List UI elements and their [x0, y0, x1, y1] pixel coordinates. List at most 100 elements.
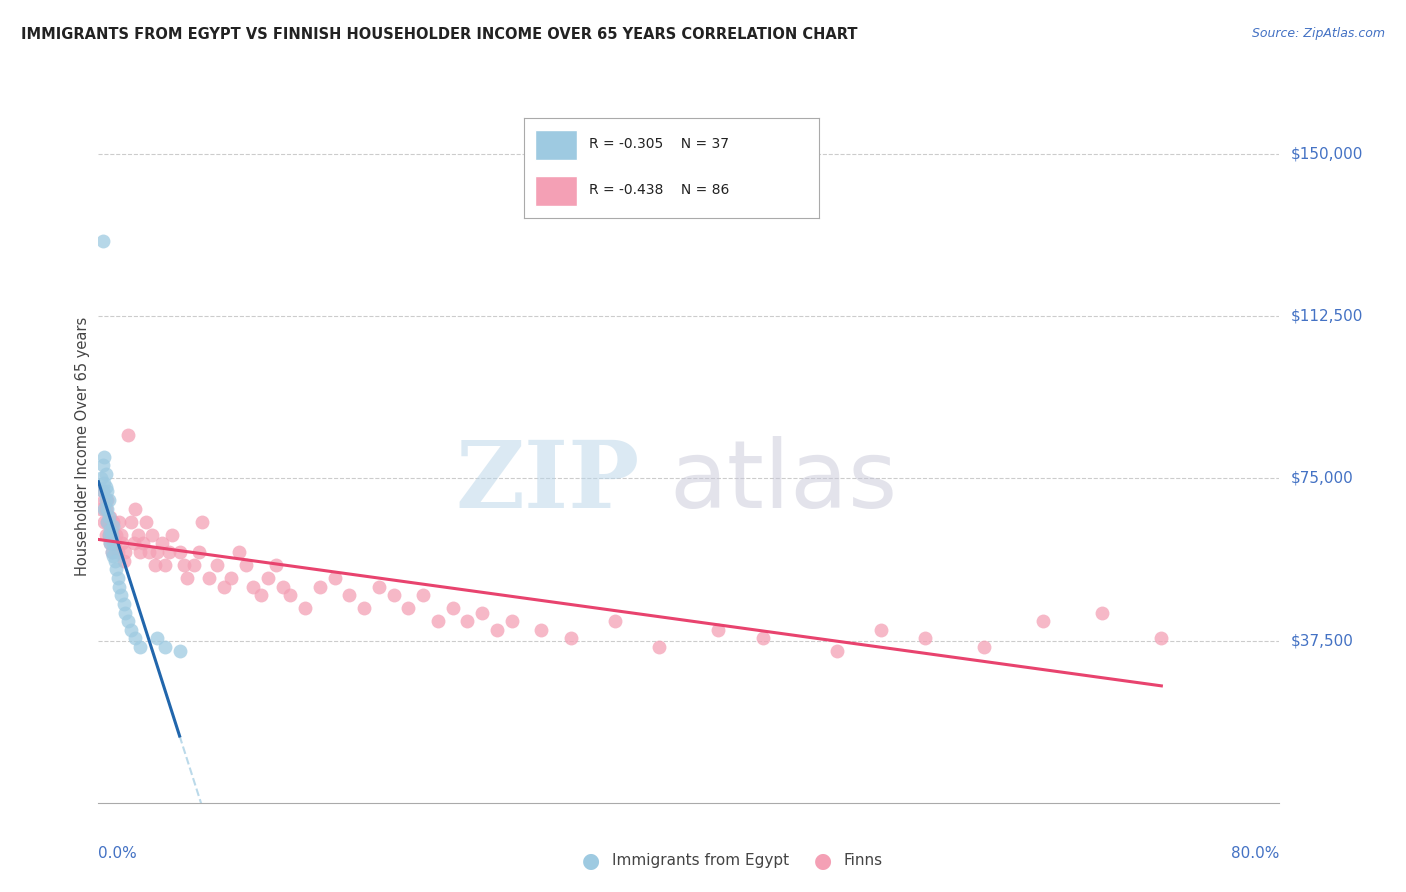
Point	[100, 527, 122, 541]
Point	[93, 515, 115, 529]
Point	[96, 493, 118, 508]
Point	[104, 553, 127, 567]
Point	[1032, 614, 1054, 628]
Point	[93, 493, 115, 508]
Point	[914, 632, 936, 646]
Point	[153, 558, 176, 572]
Point	[560, 632, 582, 646]
Point	[97, 515, 120, 529]
Point	[456, 614, 478, 628]
Point	[264, 558, 287, 572]
Point	[97, 510, 120, 524]
Point	[294, 601, 316, 615]
Text: $37,500: $37,500	[1291, 633, 1354, 648]
Point	[257, 571, 280, 585]
Point	[501, 614, 523, 628]
Text: $75,000: $75,000	[1291, 471, 1354, 486]
Point	[396, 601, 419, 615]
Point	[94, 527, 117, 541]
Point	[98, 536, 121, 550]
Point	[141, 527, 163, 541]
Point	[124, 632, 146, 646]
Point	[98, 536, 121, 550]
Point	[98, 524, 121, 538]
Point	[107, 571, 129, 585]
Point	[648, 640, 671, 654]
Text: $112,500: $112,500	[1291, 309, 1362, 324]
Text: $150,000: $150,000	[1291, 146, 1362, 161]
Point	[114, 545, 136, 559]
Point	[187, 545, 209, 559]
Point	[471, 606, 494, 620]
Point	[1091, 606, 1114, 620]
Point	[169, 644, 191, 658]
Point	[103, 527, 125, 541]
Text: Source: ZipAtlas.com: Source: ZipAtlas.com	[1251, 27, 1385, 40]
Point	[90, 501, 112, 516]
Point	[100, 545, 122, 559]
Point	[97, 527, 120, 541]
Point	[112, 597, 135, 611]
Point	[191, 515, 214, 529]
Point	[110, 527, 132, 541]
Point	[153, 640, 176, 654]
Point	[323, 571, 346, 585]
Point	[91, 484, 114, 499]
Point	[132, 536, 155, 550]
Point	[212, 580, 235, 594]
Point	[105, 527, 128, 541]
Text: 80.0%: 80.0%	[1232, 846, 1279, 861]
Text: ZIP: ZIP	[456, 437, 640, 526]
Point	[143, 558, 166, 572]
Point	[337, 588, 360, 602]
Point	[1150, 632, 1173, 646]
Point	[107, 545, 129, 559]
Point	[98, 510, 121, 524]
Point	[100, 524, 122, 538]
Point	[91, 484, 114, 499]
Point	[103, 549, 125, 564]
Point	[198, 571, 221, 585]
Point	[368, 580, 391, 594]
Point	[124, 501, 146, 516]
Point	[120, 515, 142, 529]
Text: ●: ●	[814, 851, 831, 871]
Point	[104, 536, 127, 550]
Point	[94, 480, 117, 494]
Point	[110, 588, 132, 602]
Point	[869, 623, 891, 637]
Text: atlas: atlas	[669, 435, 897, 528]
Point	[103, 519, 125, 533]
Point	[114, 606, 136, 620]
Point	[94, 467, 117, 482]
Point	[162, 527, 183, 541]
Point	[205, 558, 228, 572]
Point	[146, 545, 169, 559]
Point	[94, 493, 117, 508]
Point	[117, 614, 139, 628]
Point	[173, 558, 195, 572]
Point	[93, 475, 115, 490]
Point	[150, 536, 173, 550]
Point	[96, 515, 118, 529]
Point	[427, 614, 450, 628]
Point	[486, 623, 509, 637]
Point	[228, 545, 250, 559]
Point	[105, 562, 128, 576]
Point	[707, 623, 730, 637]
Point	[94, 501, 117, 516]
Point	[353, 601, 375, 615]
Point	[108, 580, 131, 594]
Point	[235, 558, 257, 572]
Point	[96, 501, 118, 516]
Point	[219, 571, 242, 585]
Point	[309, 580, 332, 594]
Point	[128, 545, 150, 559]
Point	[271, 580, 294, 594]
Y-axis label: Householder Income Over 65 years: Householder Income Over 65 years	[75, 317, 90, 575]
Point	[973, 640, 995, 654]
Point	[96, 484, 118, 499]
Point	[169, 545, 191, 559]
Point	[412, 588, 434, 602]
Point	[278, 588, 302, 602]
